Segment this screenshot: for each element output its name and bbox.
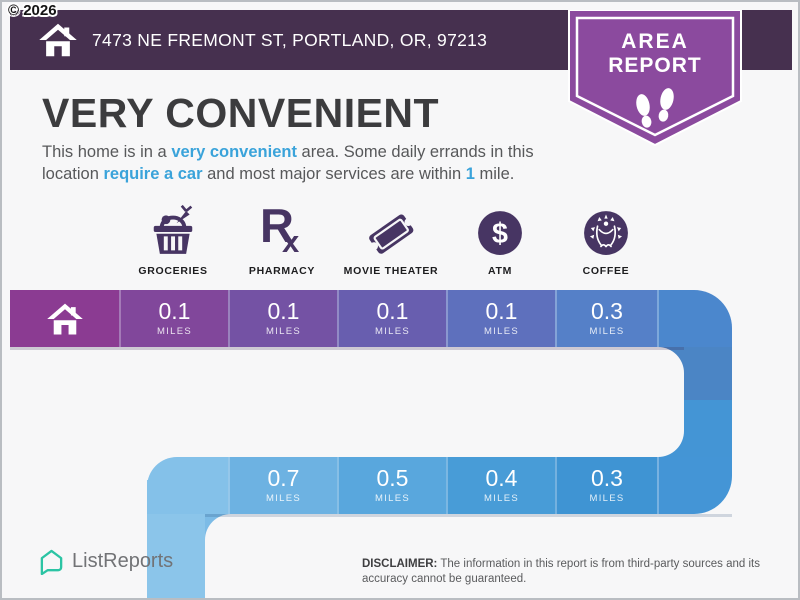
distance-segment: 0.1 MILES [119, 290, 228, 347]
distance-value: 0.3 [591, 298, 623, 324]
bar2-shadow [205, 514, 732, 517]
category-coffee: COFFEE [540, 202, 672, 277]
distance-value: 0.1 [376, 298, 409, 324]
category-label: MOVIE THEATER [343, 265, 439, 277]
footprints-icon [636, 88, 674, 128]
desc-text: This home is in a [42, 143, 172, 161]
distance-value: 0.1 [267, 298, 300, 324]
distance-segment: 0.1 MILES [337, 290, 446, 347]
distance-segment: 0.1 MILES [228, 290, 337, 347]
category-label: PHARMACY [248, 265, 316, 277]
desc-text: mile. [474, 164, 515, 183]
distance-value: 0.7 [267, 465, 300, 491]
distance-bar-row2: 0.7 MILES 0.5 MILES 0.4 MILES 0.3 MILES [147, 457, 732, 514]
distance-value: 0.1 [485, 298, 518, 324]
coffee-siren-icon [540, 202, 672, 260]
distance-unit: MILES [374, 326, 410, 337]
pharmacy-rx-icon: R x [216, 202, 348, 260]
distance-value: 0.4 [485, 465, 518, 491]
copyright-text: © 2026 [8, 2, 57, 19]
listreports-house-icon [40, 549, 63, 575]
movie-ticket-icon [325, 202, 457, 260]
middle-content-panel [2, 347, 684, 457]
distance-unit: MILES [483, 493, 519, 504]
distance-unit: MILES [265, 493, 301, 504]
distance-segment: 0.5 MILES [337, 457, 446, 514]
bar1-shadow [10, 347, 684, 350]
distance-unit: MILES [374, 493, 410, 504]
distance-segment: 0.4 MILES [446, 457, 555, 514]
distance-unit: MILES [589, 493, 625, 504]
listreports-logo: ListReports [38, 548, 173, 575]
badge-title-line1: AREA [621, 30, 689, 53]
category-pharmacy: R x PHARMACY [216, 202, 348, 277]
distance-value: 0.5 [376, 465, 409, 491]
distance-segment: 0.3 MILES [555, 457, 657, 514]
page-title: VERY CONVENIENT [42, 90, 440, 136]
bar-cap-segment [657, 457, 732, 514]
disclaimer: DISCLAIMER: The information in this repo… [362, 557, 792, 587]
disclaimer-text: The information in this report is from t… [362, 558, 760, 585]
distance-unit: MILES [265, 326, 301, 337]
bar-intro-segment [147, 457, 228, 514]
category-movie-theater: MOVIE THEATER [325, 202, 457, 277]
category-groceries: GROCERIES [107, 202, 239, 277]
distance-unit: MILES [483, 326, 519, 337]
desc-highlight-require-a-car: require a car [103, 164, 203, 183]
distance-segment: 0.1 MILES [446, 290, 555, 347]
property-address: 7473 NE FREMONT ST, PORTLAND, OR, 97213 [92, 29, 488, 50]
distance-bar-row1: 0.1 MILES 0.1 MILES 0.1 MILES 0.1 MILES … [10, 290, 732, 347]
groceries-icon [107, 202, 239, 260]
distance-value: 0.1 [158, 298, 191, 324]
convenience-description: This home is in a very convenient area. … [42, 142, 582, 186]
desc-text: area. Some daily errands in this locatio… [42, 143, 534, 183]
distance-segment: 0.7 MILES [228, 457, 337, 514]
home-icon [38, 21, 78, 59]
category-label: GROCERIES [138, 265, 208, 277]
category-label: COFFEE [582, 265, 630, 277]
bottom-content-panel [205, 514, 798, 598]
distance-unit: MILES [156, 326, 192, 337]
home-segment [10, 290, 119, 347]
desc-highlight-miles: 1 [465, 164, 475, 183]
desc-text: and most major services are within [202, 164, 466, 183]
disclaimer-label: DISCLAIMER: [362, 558, 438, 570]
category-label: ATM [487, 265, 513, 277]
badge-title-line2: REPORT [608, 54, 702, 77]
distance-unit: MILES [589, 326, 625, 337]
category-atm: $ ATM [434, 202, 566, 277]
dollar-glyph: $ [492, 218, 508, 250]
desc-highlight-very-convenient: very convenient [171, 143, 297, 161]
rx-letter-r: R [260, 199, 294, 252]
rx-letter-x: x [282, 224, 300, 259]
brand-name: ListReports [72, 550, 174, 572]
atm-dollar-icon: $ [434, 202, 566, 260]
home-icon [46, 303, 83, 334]
distance-segment: 0.3 MILES [555, 290, 657, 347]
bar-cap-segment [657, 290, 732, 347]
area-report-badge: AREA REPORT [568, 9, 742, 152]
distance-value: 0.3 [591, 465, 623, 491]
